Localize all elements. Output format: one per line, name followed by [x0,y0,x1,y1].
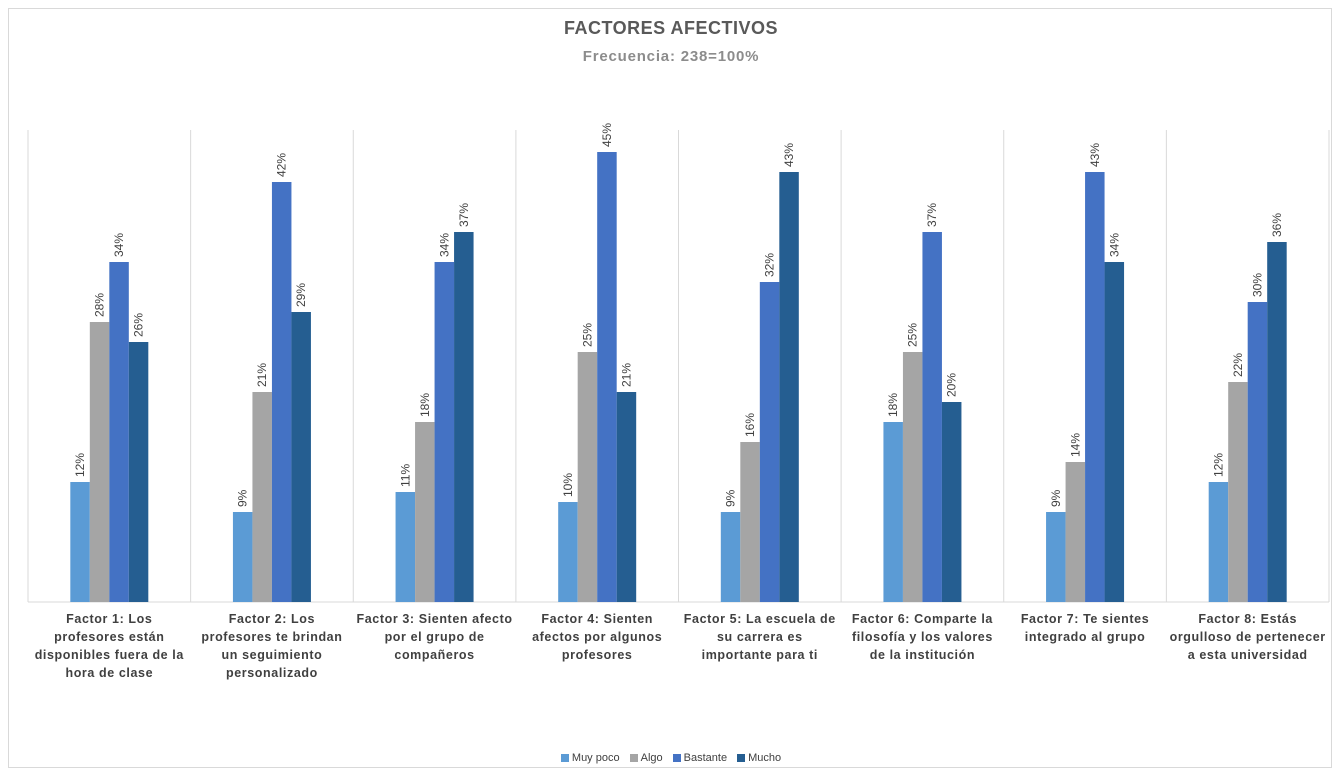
bar [454,232,474,602]
data-label: 26% [132,313,146,337]
data-label: 34% [1107,233,1121,257]
chart-title: FACTORES AFECTIVOS [563,18,779,38]
data-label: 30% [1250,273,1264,297]
data-label: 42% [275,153,289,177]
bar [1104,262,1125,602]
bar [1247,302,1268,602]
data-label: 32% [763,253,777,277]
category-label: Factor 6: Comparte la filosofía y los va… [851,612,993,662]
data-label: 25% [580,323,594,347]
data-label: 12% [73,453,87,477]
legend-swatch [737,754,746,762]
bar [1228,382,1248,602]
bar [128,342,149,602]
legend-item: Bastante [672,752,728,764]
bar [70,482,90,602]
bar [941,402,962,602]
bar [759,282,780,602]
chart-subtitle: Frecuencia: 238=100% [582,48,760,65]
bar [883,422,903,602]
bar [434,262,455,602]
legend: Muy poco Algo Bastante Mucho [0,752,1342,764]
data-label: 37% [925,203,939,227]
legend-item: Muy poco [560,752,620,764]
bar [1065,462,1086,602]
data-label: 37% [457,203,471,227]
data-label: 11% [398,464,412,487]
data-label: 25% [906,323,920,347]
data-label: 12% [1211,453,1225,477]
data-label: 21% [255,363,269,387]
legend-swatch [560,754,569,762]
bar [902,352,923,602]
bar [740,442,760,602]
bar [291,312,311,602]
bar [558,502,578,602]
bar [109,262,129,602]
category-label: Factor 4: Sienten afectos por algunos pr… [532,612,663,662]
bar [720,512,741,602]
data-label: 43% [782,143,796,167]
legend-item: Mucho [737,752,781,764]
bar [252,392,272,602]
data-label: 9% [724,489,738,507]
data-label: 34% [437,233,451,257]
legend-label: Bastante [683,752,728,764]
data-label: 16% [743,413,757,437]
legend-swatch [629,754,638,762]
bar [577,352,598,602]
data-label: 20% [945,373,959,397]
legend-item: Algo [629,752,663,764]
bar [1208,482,1229,602]
data-label: 10% [561,473,575,497]
bar [89,322,110,602]
category-label: Factor 8: Estás orgulloso de pertenecer … [1169,612,1326,662]
data-label: 45% [600,123,614,147]
data-label: 34% [112,233,126,257]
legend-swatch [672,754,681,762]
data-label: 18% [886,393,900,417]
bar [779,172,799,602]
data-label: 28% [93,293,107,317]
legend-label: Algo [640,752,663,764]
bar [395,492,416,602]
data-label: 21% [619,363,633,387]
data-label: 18% [418,393,432,417]
data-label: 9% [1049,489,1063,507]
data-label: 43% [1088,143,1102,167]
bar [1046,512,1066,602]
bar [1085,172,1105,602]
category-label: Factor 1: Los profesores están disponibl… [34,612,184,680]
legend-label: Muy poco [571,752,620,764]
data-label: 36% [1270,213,1284,237]
bar [616,392,637,602]
bar [415,422,435,602]
bar [232,512,253,602]
category-label: Factor 5: La escuela de su carrera es im… [683,612,836,662]
category-label: Factor 7: Te sientes integrado al grupo [1020,612,1150,644]
data-label: 14% [1068,433,1082,457]
bar [271,182,292,602]
category-label: Factor 3: Sienten afecto por el grupo de… [356,612,513,662]
category-label: Factor 2: Los profesores te brindan un s… [201,612,343,680]
bar [597,152,617,602]
bar [1267,242,1287,602]
legend-label: Mucho [748,752,782,764]
data-label: 29% [294,283,308,307]
bar [922,232,942,602]
data-label: 9% [236,489,250,507]
data-label: 22% [1231,353,1245,377]
